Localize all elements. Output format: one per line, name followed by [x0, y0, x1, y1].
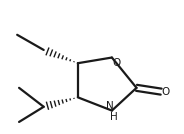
Text: O: O [112, 58, 121, 68]
Text: N: N [106, 101, 114, 111]
Text: O: O [162, 87, 170, 97]
Text: H: H [110, 112, 118, 122]
